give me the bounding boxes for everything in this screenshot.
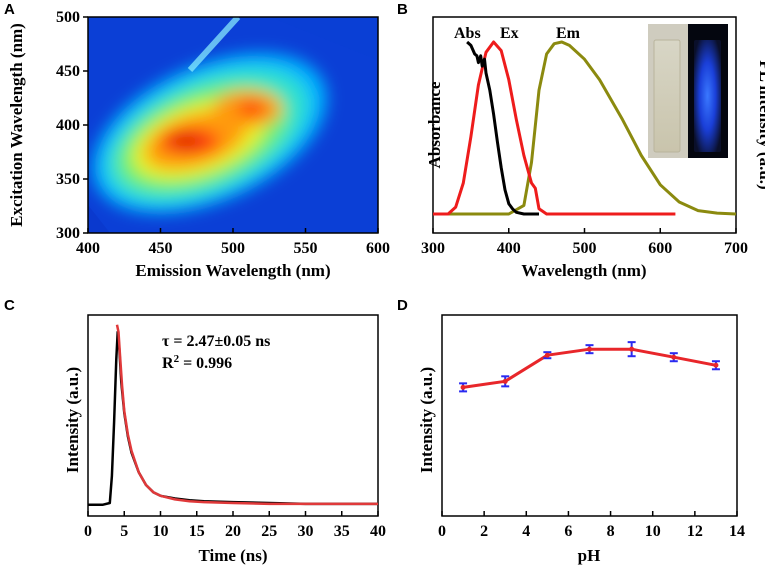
panel-c-xtick-label: 35 — [334, 523, 350, 540]
r2-annotation: R2 = 0.996 — [162, 353, 232, 372]
panel-d-axes: 0 2 4 6 8 10 12 14 — [438, 511, 745, 540]
panel-d-ph: 0 2 4 6 8 10 12 14 pH Intensity (a.u.) — [417, 314, 745, 565]
data-point — [629, 346, 635, 352]
panel-d-xtick-label: 10 — [645, 523, 661, 540]
panel-a-xtick-label: 500 — [221, 240, 245, 257]
series-decay — [88, 330, 378, 507]
panel-b-ylabel-left: Absorbance — [425, 81, 444, 168]
panel-d-xtick-label: 4 — [522, 523, 530, 540]
panel-b-xtick-label: 600 — [648, 240, 672, 257]
series-em — [433, 40, 737, 216]
heatmap-peak-core — [169, 134, 202, 149]
panel-label-d: D — [397, 297, 408, 314]
panel-d-series — [459, 341, 720, 393]
panel-b-axes: 300 400 500 600 700 — [421, 228, 748, 257]
ex-label: Ex — [500, 25, 519, 42]
series-ph — [462, 347, 717, 389]
panel-label-b: B — [397, 1, 408, 18]
heatmap-scatter-band-bg — [200, 17, 378, 60]
series-ex — [433, 40, 676, 216]
panel-d-frame — [441, 314, 738, 517]
panel-c-xtick-label: 10 — [153, 523, 169, 540]
panel-b-xtick-label: 300 — [421, 240, 445, 257]
panel-d-ylabel: Intensity (a.u.) — [417, 367, 436, 473]
panel-a-xlabel: Emission Wavelength (nm) — [135, 261, 330, 280]
panel-c-axes: 0 5 10 15 20 25 30 35 40 — [84, 511, 386, 540]
panel-a-xtick-label: 400 — [76, 240, 100, 257]
panel-d-xtick-label: 8 — [607, 523, 615, 540]
heatmap-scatter-line — [187, 17, 241, 73]
data-point — [502, 378, 508, 384]
panel-b-xtick-label: 700 — [724, 240, 748, 257]
panel-label-c: C — [4, 297, 15, 314]
panel-c-xtick-label: 15 — [189, 523, 205, 540]
panel-a-ytick-label: 400 — [56, 117, 80, 134]
panel-d-xtick-label: 12 — [687, 523, 703, 540]
panel-a-ytick-label: 450 — [56, 63, 80, 80]
panel-d-xlabel: pH — [578, 546, 601, 565]
series-abs — [466, 40, 539, 216]
panel-c-ylabel: Intensity (a.u.) — [63, 367, 82, 473]
panel-label-a: A — [4, 1, 15, 18]
panel-b-series — [433, 40, 737, 216]
cuvette-daylight — [653, 39, 681, 153]
series-fit — [115, 324, 378, 506]
data-point — [460, 384, 466, 390]
panel-d-xtick-label: 6 — [564, 523, 572, 540]
r2-superscript: 2 — [174, 353, 180, 365]
panel-a-ytick-label: 500 — [56, 9, 80, 26]
panel-d-xtick-label: 14 — [729, 523, 745, 540]
panel-c-xtick-label: 0 — [84, 523, 92, 540]
panel-b-ylabel-right: PL intensity (a.u.) — [756, 60, 765, 189]
heatmap-contours — [92, 52, 327, 214]
panel-c-xtick-label: 5 — [120, 523, 128, 540]
data-point — [544, 352, 550, 358]
panel-a-ytick-label: 350 — [56, 171, 80, 188]
panel-a-xtick-label: 600 — [366, 240, 390, 257]
data-point — [587, 346, 592, 352]
panel-b-xlabel: Wavelength (nm) — [521, 261, 646, 280]
panel-a-ylabel: Excitation Wavelength (nm) — [7, 23, 26, 227]
panel-c-xtick-label: 30 — [298, 523, 314, 540]
heatmap-corner-low — [88, 205, 110, 233]
panel-a-axes: 400 450 500 550 600 300 350 400 450 500 — [56, 9, 390, 257]
cuvette-uv — [694, 40, 721, 152]
panel-d-xtick-label: 0 — [438, 523, 446, 540]
panel-a-xtick-label: 550 — [294, 240, 318, 257]
panel-d-xtick-label: 2 — [480, 523, 488, 540]
panel-c-series — [88, 324, 378, 507]
tau-annotation: τ = 2.47±0.05 ns — [162, 333, 270, 350]
panel-c-xtick-label: 20 — [225, 523, 241, 540]
cuvette-photo-inset — [648, 24, 728, 158]
panel-c-decay: 0 5 10 15 20 25 30 35 40 τ = 2.47±0.05 ns R2 = 0… — [63, 314, 386, 565]
data-point — [671, 354, 677, 360]
abs-label: Abs — [454, 25, 481, 42]
panel-a-heatmap: 400 450 500 550 600 300 350 400 450 500 Emission … — [7, 9, 390, 280]
r2-symbol: R — [162, 355, 174, 372]
panel-c-xtick-label: 25 — [261, 523, 277, 540]
heatmap-secondary-peak-core — [237, 100, 266, 117]
panel-c-xtick-label: 40 — [370, 523, 386, 540]
panel-c-xlabel: Time (ns) — [198, 546, 267, 565]
panel-b-xtick-label: 400 — [497, 240, 521, 257]
panel-a-xtick-label: 450 — [149, 240, 173, 257]
panel-b-spectra: 300 400 500 600 700 Abs Ex Em Wavelength (nm… — [421, 16, 765, 280]
em-label: Em — [556, 25, 581, 42]
r2-value: = 0.996 — [179, 355, 232, 372]
data-point — [713, 362, 719, 368]
panel-a-ytick-label: 300 — [56, 225, 80, 242]
panel-b-xtick-label: 500 — [573, 240, 597, 257]
